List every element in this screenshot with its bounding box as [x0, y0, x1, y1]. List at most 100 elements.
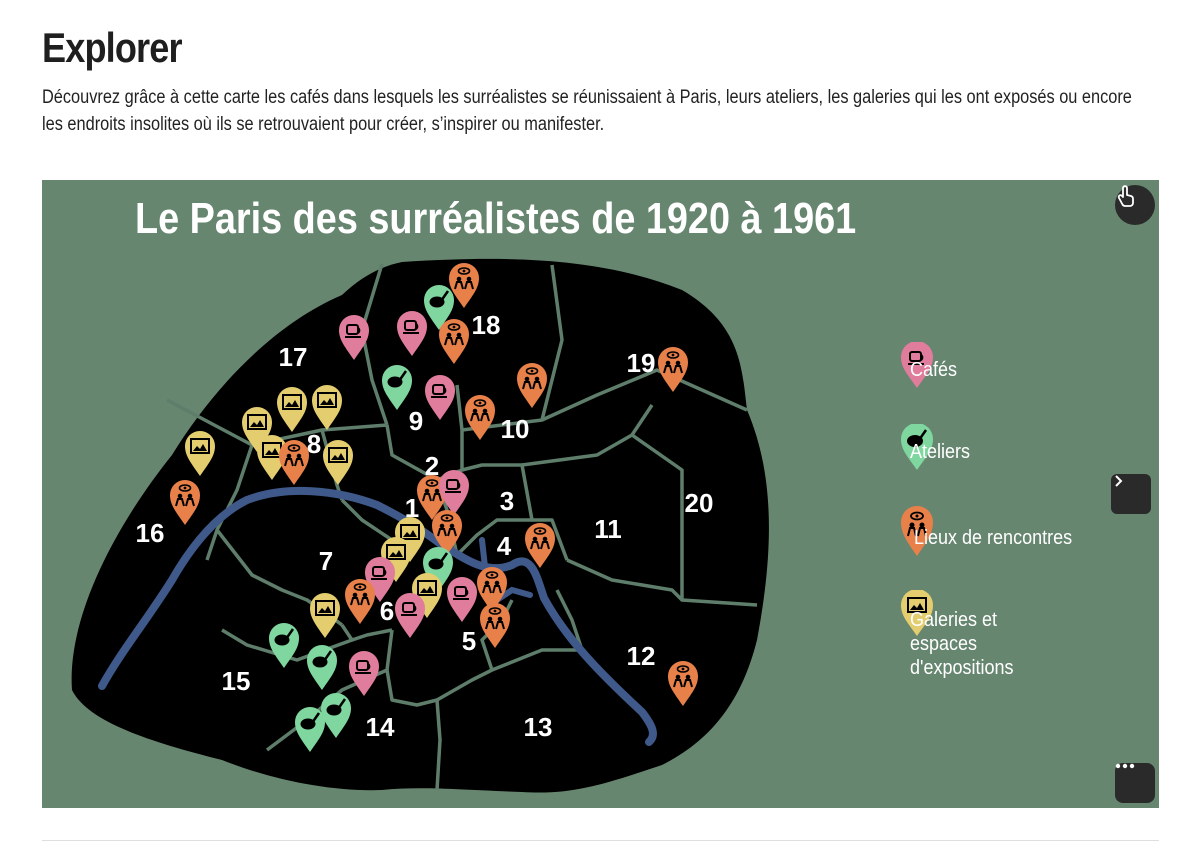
palette-brush-icon — [428, 552, 449, 570]
people-eye-pin[interactable] — [465, 395, 495, 440]
arrondissement-1: 1 — [405, 493, 419, 523]
people-eye-pin[interactable] — [432, 510, 462, 555]
coffee-cup-icon — [403, 320, 419, 334]
framed-picture-icon — [317, 392, 337, 408]
coffee-cup-icon — [431, 384, 447, 398]
people-eye-icon — [470, 399, 490, 422]
framed-picture-pin[interactable] — [312, 385, 342, 430]
framed-picture-icon — [190, 438, 210, 454]
coffee-cup-pin[interactable] — [395, 593, 425, 638]
arrondissement-16: 16 — [136, 518, 165, 548]
people-eye-pin[interactable] — [668, 661, 698, 706]
legend-label-cafes: Cafés — [910, 359, 958, 381]
paris-map: Le Paris des surréalistes de 1920 à 1961… — [71, 193, 856, 793]
arrondissement-labels: 1 2 3 4 5 6 7 8 9 10 11 12 13 14 15 16 1… — [136, 310, 714, 742]
people-eye-pin[interactable] — [658, 347, 688, 392]
people-eye-pin[interactable] — [517, 363, 547, 408]
palette-brush-icon — [326, 698, 347, 716]
palette-brush-pin[interactable] — [382, 365, 412, 410]
arrondissement-19: 19 — [627, 348, 656, 378]
coffee-cup-icon — [345, 324, 361, 338]
arrondissement-12: 12 — [627, 641, 656, 671]
people-eye-icon — [437, 514, 457, 537]
framed-picture-icon — [315, 600, 335, 616]
arrondissement-9: 9 — [409, 406, 423, 436]
people-eye-pin[interactable] — [477, 567, 507, 612]
people-eye-icon — [673, 665, 693, 688]
legend-label-rencontres: Lieux de rencontres — [914, 527, 1073, 549]
people-eye-icon — [485, 607, 505, 630]
coffee-cup-pin[interactable] — [339, 315, 369, 360]
coffee-cup-pin[interactable] — [439, 470, 469, 515]
coffee-cup-icon — [453, 586, 469, 600]
people-eye-pin[interactable] — [345, 579, 375, 624]
coffee-cup-pin[interactable] — [425, 375, 455, 420]
palette-brush-icon — [312, 650, 333, 668]
coffee-cup-icon — [355, 660, 371, 674]
arrondissement-20: 20 — [685, 488, 714, 518]
framed-picture-icon — [328, 447, 348, 463]
people-eye-icon — [530, 527, 550, 550]
people-eye-icon — [454, 267, 474, 290]
palette-brush-pin[interactable] — [307, 645, 337, 690]
palette-brush-icon — [387, 370, 408, 388]
palette-brush-icon — [429, 290, 450, 308]
arrondissement-4: 4 — [497, 531, 512, 561]
arrondissement-7: 7 — [319, 546, 333, 576]
coffee-cup-icon — [371, 566, 387, 580]
people-eye-icon — [422, 479, 442, 502]
touch-interaction-button[interactable] — [1115, 185, 1155, 225]
legend-item-ateliers: Ateliers — [900, 424, 977, 470]
people-eye-pin[interactable] — [279, 440, 309, 485]
framed-picture-icon — [901, 590, 933, 636]
arrondissement-6: 6 — [380, 596, 394, 626]
more-options-button[interactable] — [1115, 763, 1155, 803]
legend-label-galeries: Galeries et espaces d'expositions — [910, 609, 1014, 679]
people-eye-icon — [522, 367, 542, 390]
framed-picture-icon — [417, 580, 437, 596]
map-pins — [170, 263, 698, 752]
palette-brush-pin[interactable] — [424, 285, 454, 330]
chevron-right-icon — [1115, 475, 1123, 487]
framed-picture-icon — [400, 524, 420, 540]
arrondissement-11: 11 — [594, 514, 622, 544]
framed-picture-pin[interactable] — [323, 440, 353, 485]
more-dots-icon — [1115, 763, 1135, 769]
people-eye-pin[interactable] — [480, 603, 510, 648]
arrondissement-5: 5 — [462, 626, 476, 656]
palette-brush-pin[interactable] — [269, 623, 299, 668]
cafe-pin-icon — [901, 342, 933, 388]
next-slide-button[interactable] — [1111, 474, 1151, 514]
hand-pointer-icon — [1117, 185, 1134, 207]
arrondissement-8: 8 — [307, 429, 321, 459]
coffee-cup-pin[interactable] — [349, 651, 379, 696]
arrondissement-13: 13 — [524, 712, 553, 742]
page-heading: Explorer — [42, 24, 183, 71]
map-title: Le Paris des surréalistes de 1920 à 1961 — [135, 193, 856, 242]
people-eye-pin[interactable] — [525, 523, 555, 568]
framed-picture-pin[interactable] — [277, 387, 307, 432]
coffee-cup-icon — [445, 479, 461, 493]
palette-brush-pin[interactable] — [295, 707, 325, 752]
people-eye-pin[interactable] — [170, 480, 200, 525]
people-eye-pin[interactable] — [449, 263, 479, 308]
coffee-cup-icon — [401, 602, 417, 616]
people-eye-icon — [350, 583, 370, 606]
framed-picture-icon — [247, 414, 267, 430]
arrondissement-3: 3 — [500, 486, 514, 516]
people-eye-icon — [284, 444, 304, 467]
section-divider — [42, 840, 1159, 841]
palette-brush-icon — [300, 712, 321, 730]
framed-picture-icon — [282, 394, 302, 410]
coffee-cup-pin[interactable] — [447, 577, 477, 622]
map-viewer[interactable]: Le Paris des surréalistes de 1920 à 1961… — [42, 180, 1159, 808]
coffee-cup-pin[interactable] — [397, 311, 427, 356]
framed-picture-icon — [386, 544, 406, 560]
people-eye-pin[interactable] — [439, 319, 469, 364]
people-eye-icon — [901, 506, 933, 556]
framed-picture-pin[interactable] — [185, 431, 215, 476]
arrondissement-14: 14 — [366, 712, 395, 742]
framed-picture-pin[interactable] — [310, 593, 340, 638]
palette-brush-pin[interactable] — [321, 693, 351, 738]
people-eye-icon — [482, 571, 502, 594]
